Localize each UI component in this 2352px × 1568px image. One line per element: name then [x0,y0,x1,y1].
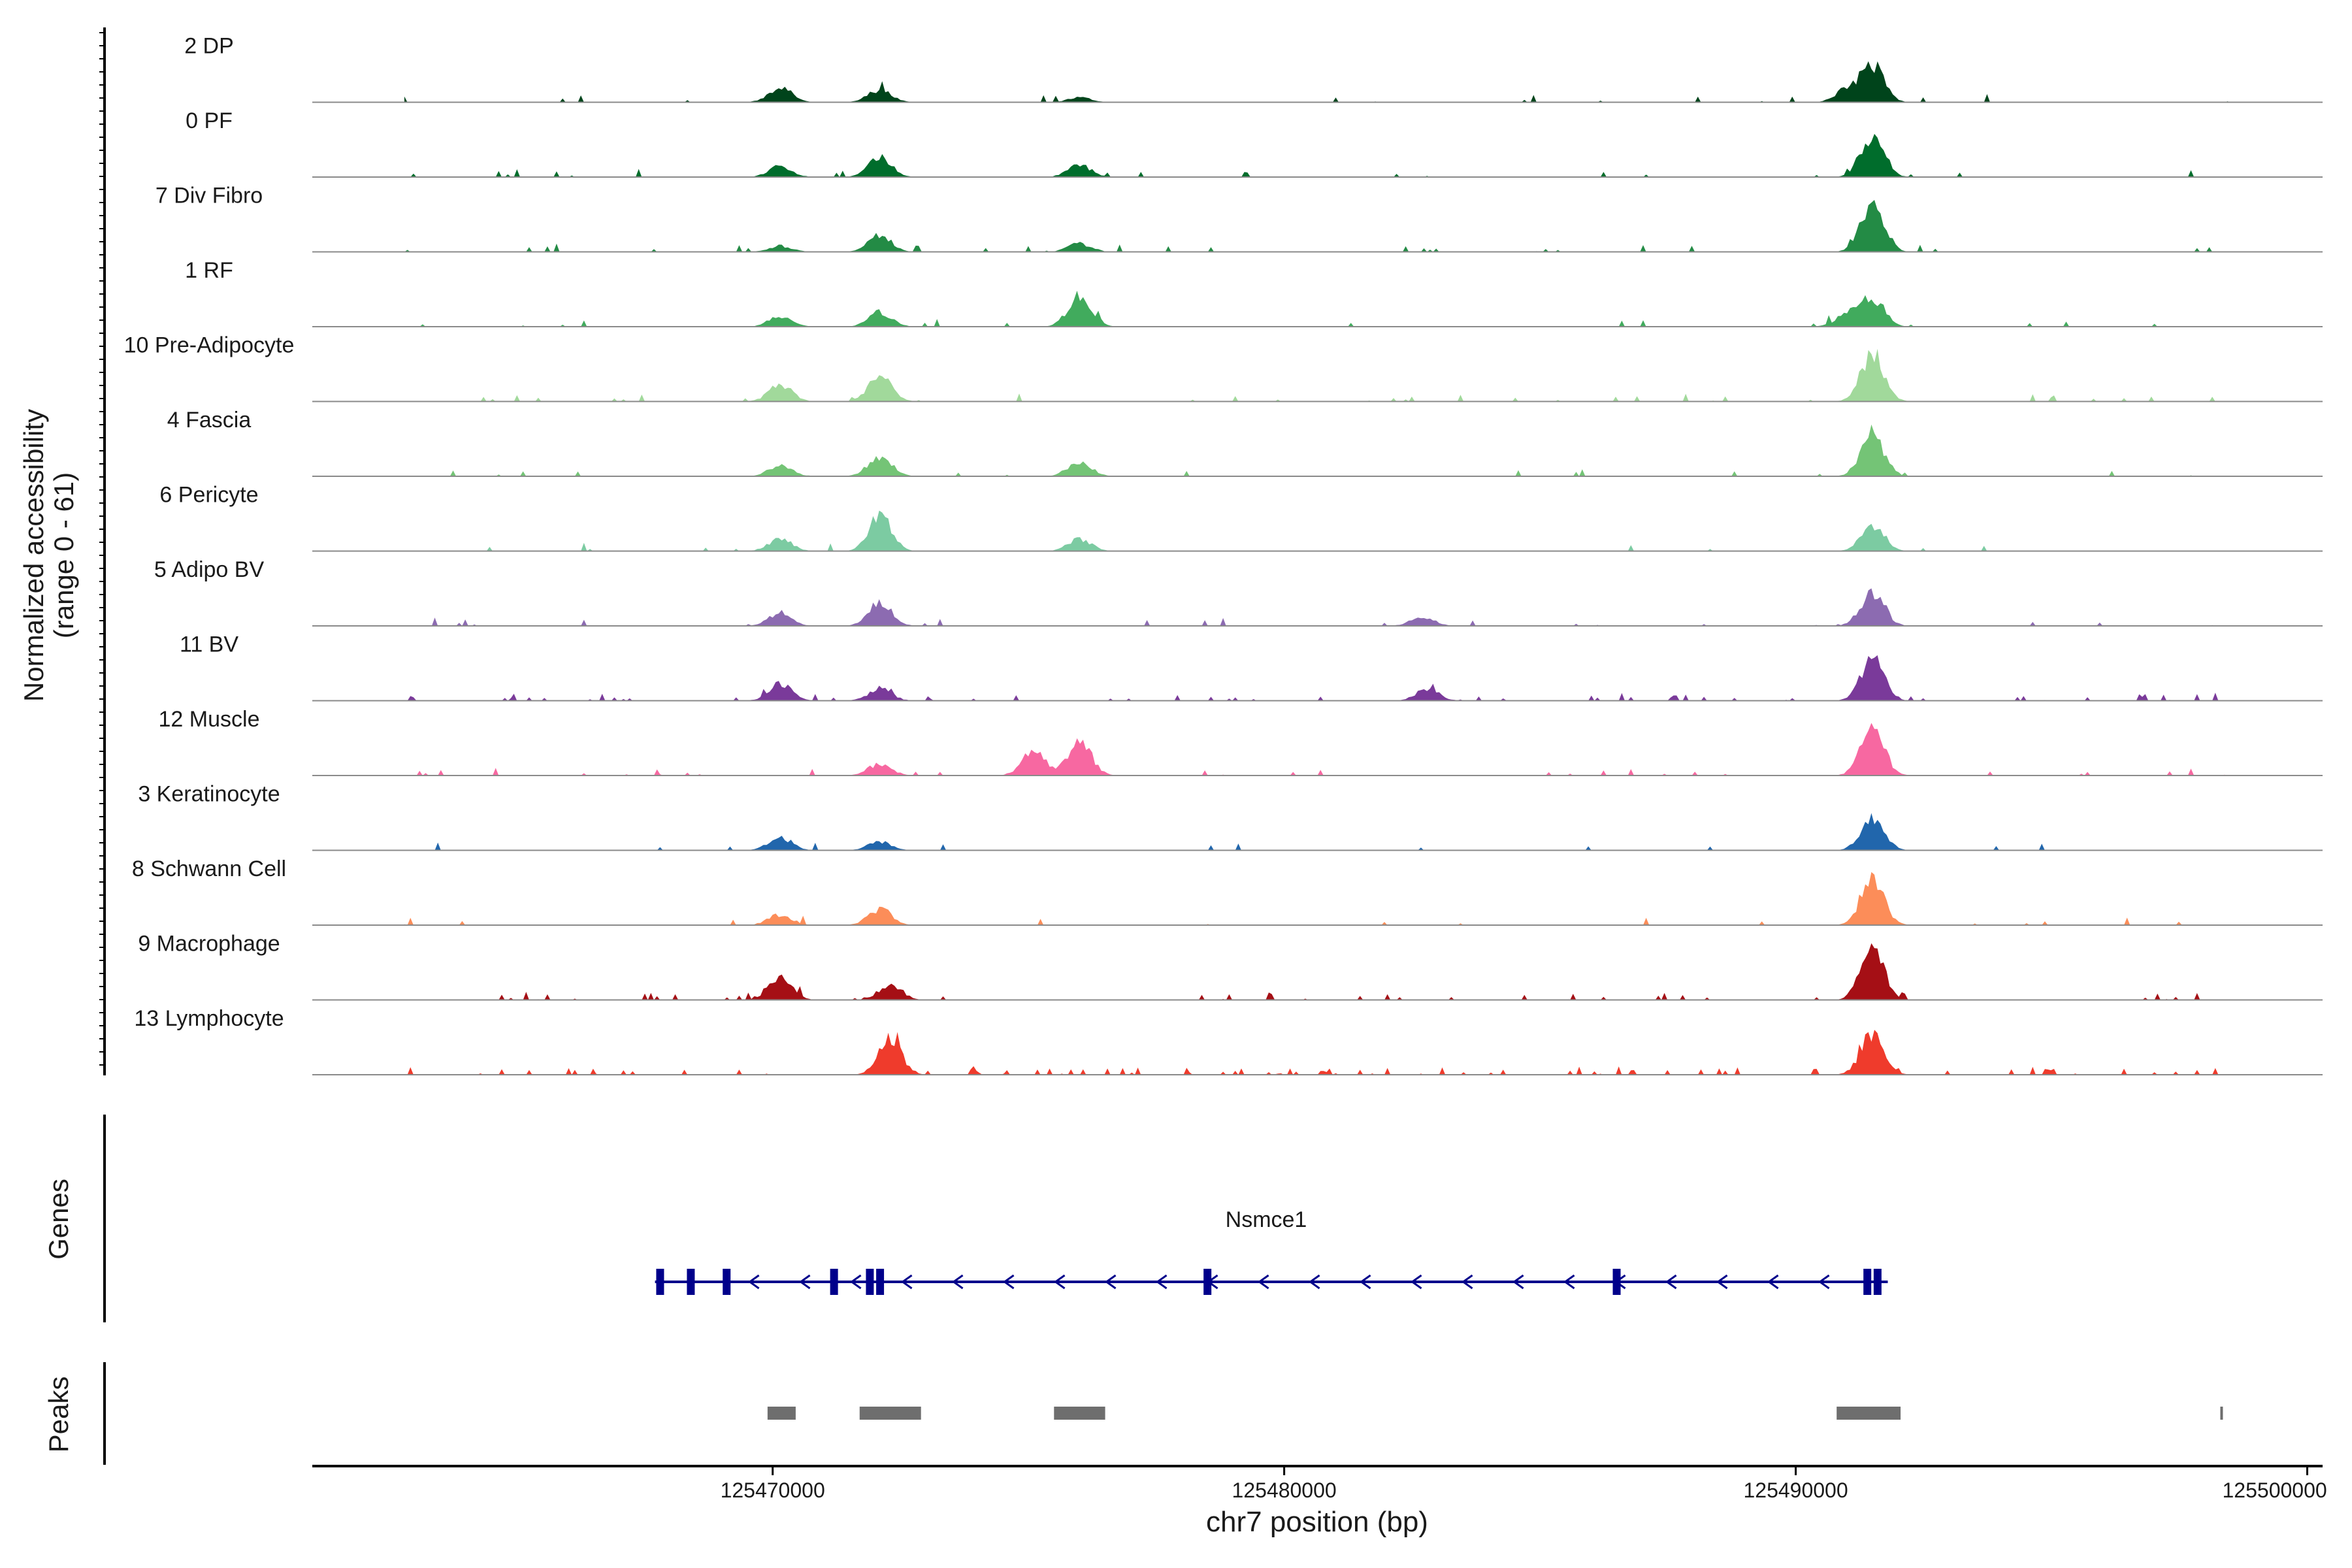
track-13-lymphocyte: 13 Lymphocyte [134,1006,2323,1075]
track-1-rf: 1 RF [185,258,2323,327]
coverage-area [404,200,2231,252]
track-label: 9 Macrophage [138,932,280,956]
strand-arrow [1665,1274,1677,1290]
coverage-area [404,133,2231,177]
peaks-panel: Peaks [43,1362,2223,1465]
gene-name-label: Nsmce1 [1226,1207,1307,1232]
gene-exon [1612,1269,1621,1295]
track-12-muscle: 12 Muscle [159,707,2323,776]
coverage-area [404,348,2231,402]
genes-panel: Genes Nsmce1 [43,1115,1888,1322]
gene-exon [1203,1269,1212,1295]
x-tick-label: 125500000 [2223,1478,2327,1502]
strand-arrow [1818,1274,1830,1290]
track-label: 12 Muscle [159,707,260,732]
gene-exon [876,1269,885,1295]
strand-arrow [1767,1274,1779,1290]
track-6-pericyte: 6 Pericyte [159,483,2323,552]
x-axis: 125470000 125480000 125490000 125500000 chr… [312,1465,2327,1538]
y-axis-label-line2: (range 0 - 61) [48,472,79,638]
track-label: 6 Pericyte [159,483,258,508]
strand-arrow [798,1274,811,1290]
coverage-area [404,291,2231,327]
track-10-pre-adipocyte: 10 Pre-Adipocyte [124,333,2323,402]
gene-exon [723,1269,731,1295]
strand-arrow [1461,1274,1473,1290]
track-label: 7 Div Fibro [155,184,263,208]
track-label: 1 RF [185,258,233,283]
track-label: 3 Keratinocyte [138,782,280,807]
strand-arrow [1104,1274,1117,1290]
coverage-area [404,510,2231,551]
peak-region-bar [1837,1407,1901,1420]
track-9-macrophage: 9 Macrophage [138,932,2323,1001]
gene-model-nsmce1 [655,1269,1888,1295]
genes-label: Genes [43,1179,74,1260]
track-label: 8 Schwann Cell [132,857,286,881]
strand-arrow [1308,1274,1320,1290]
coverage-area [404,872,2231,925]
gene-exon [866,1269,874,1295]
strand-arrow [849,1274,862,1290]
coverage-area [404,655,2231,701]
gene-exon [656,1269,664,1295]
x-tick-label: 125470000 [721,1478,825,1502]
track-label: 13 Lymphocyte [134,1006,284,1031]
track-7-div-fibro: 7 Div Fibro [155,184,2323,253]
peak-region-bar [2220,1407,2223,1420]
strand-arrow [1257,1274,1269,1290]
coverage-area [404,61,2231,103]
strand-arrow [1716,1274,1728,1290]
strand-arrow [900,1274,913,1290]
track-8-schwann-cell: 8 Schwann Cell [132,857,2323,926]
coverage-tracks: 2 DP 0 PF 7 Div Fibro 1 RF 10 Pre-Adipocyte 4… [124,34,2323,1075]
strand-arrow [747,1274,760,1290]
track-0-pf: 0 PF [186,108,2323,178]
strand-arrow [951,1274,964,1290]
track-label: 2 DP [184,34,234,59]
strand-arrow [1053,1274,1066,1290]
coverage-area [404,723,2231,776]
track-11-bv: 11 BV [180,632,2323,702]
track-label: 5 Adipo BV [154,557,265,582]
gene-exon [1863,1269,1872,1295]
track-3-keratinocyte: 3 Keratinocyte [138,782,2323,851]
track-label: 11 BV [180,632,238,657]
gene-exon [687,1269,695,1295]
gene-exon [830,1269,838,1295]
y-axis-label-line1: Normalized accessibility [18,409,49,702]
x-tick-label: 125490000 [1743,1478,1848,1502]
track-4-fascia: 4 Fascia [167,408,2323,477]
x-tick-label: 125480000 [1232,1478,1337,1502]
coverage-area [404,588,2231,626]
peak-regions [767,1407,2223,1420]
track-label: 4 Fascia [167,408,252,433]
peak-region-bar [767,1407,796,1420]
track-label: 0 PF [186,108,233,133]
coverage-area [404,1030,2231,1075]
gene-exon [1873,1269,1882,1295]
track-label: 10 Pre-Adipocyte [124,333,295,358]
peak-region-bar [1054,1407,1105,1420]
track-5-adipo-bv: 5 Adipo BV [154,557,2323,627]
strand-arrow [1512,1274,1524,1290]
strand-arrow [1563,1274,1575,1290]
strand-arrow [1410,1274,1422,1290]
coverage-area [404,813,2231,851]
track-y-axis [99,27,106,1075]
track-2-dp: 2 DP [184,34,2323,103]
x-axis-ticks: 125470000 125480000 125490000 125500000 [721,1466,2327,1502]
strand-arrow [1359,1274,1371,1290]
x-axis-label: chr7 position (bp) [1206,1506,1428,1538]
strand-arrow [1155,1274,1168,1290]
peak-region-bar [859,1407,921,1420]
strand-arrow [1002,1274,1015,1290]
coverage-area [404,424,2231,476]
coverage-area [404,943,2231,1000]
peaks-label: Peaks [43,1377,74,1453]
